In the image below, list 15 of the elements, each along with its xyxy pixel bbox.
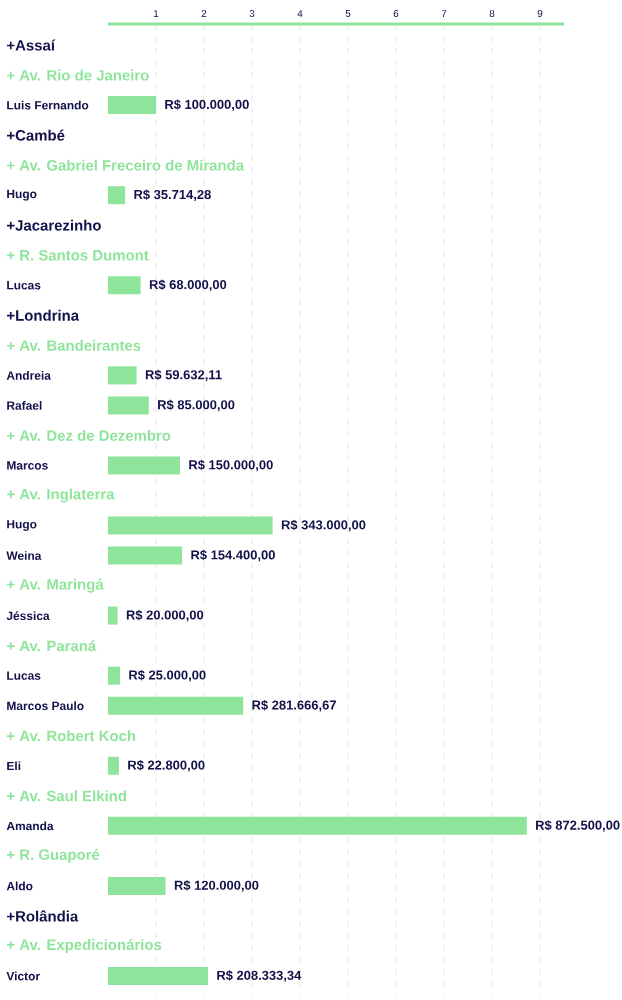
bar <box>107 756 119 775</box>
bar <box>107 456 180 475</box>
bar <box>107 666 120 685</box>
bar <box>107 276 141 295</box>
bar <box>107 366 137 385</box>
bar <box>107 546 183 565</box>
bar <box>107 696 244 715</box>
bar <box>107 606 118 625</box>
bar <box>107 966 208 985</box>
bar <box>107 816 527 835</box>
bar <box>107 186 126 205</box>
bar <box>107 516 273 535</box>
bar <box>107 96 156 115</box>
bar <box>107 396 149 415</box>
bar <box>107 876 166 895</box>
